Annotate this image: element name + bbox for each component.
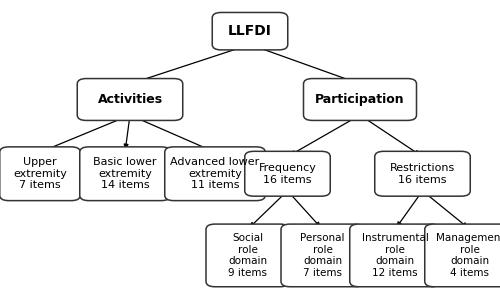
Text: Activities: Activities bbox=[98, 93, 162, 106]
FancyBboxPatch shape bbox=[0, 147, 80, 201]
Text: Advanced lower
extremity
11 items: Advanced lower extremity 11 items bbox=[170, 157, 260, 190]
FancyBboxPatch shape bbox=[281, 224, 364, 287]
FancyBboxPatch shape bbox=[164, 147, 265, 201]
FancyBboxPatch shape bbox=[78, 79, 183, 121]
FancyBboxPatch shape bbox=[350, 224, 440, 287]
Text: Instrumental
role
domain
12 items: Instrumental role domain 12 items bbox=[362, 233, 428, 278]
FancyBboxPatch shape bbox=[375, 151, 470, 196]
Text: Upper
extremity
7 items: Upper extremity 7 items bbox=[13, 157, 67, 190]
FancyBboxPatch shape bbox=[206, 224, 289, 287]
Text: Personal
role
domain
7 items: Personal role domain 7 items bbox=[300, 233, 345, 278]
FancyBboxPatch shape bbox=[80, 147, 170, 201]
FancyBboxPatch shape bbox=[304, 79, 416, 121]
Text: Social
role
domain
9 items: Social role domain 9 items bbox=[228, 233, 267, 278]
FancyBboxPatch shape bbox=[424, 224, 500, 287]
Text: Restrictions
16 items: Restrictions 16 items bbox=[390, 163, 455, 184]
FancyBboxPatch shape bbox=[244, 151, 330, 196]
FancyBboxPatch shape bbox=[212, 12, 288, 50]
Text: Participation: Participation bbox=[315, 93, 405, 106]
Text: Frequency
16 items: Frequency 16 items bbox=[258, 163, 316, 184]
Text: Management
role
domain
4 items: Management role domain 4 items bbox=[436, 233, 500, 278]
Text: LLFDI: LLFDI bbox=[228, 24, 272, 38]
Text: Basic lower
extremity
14 items: Basic lower extremity 14 items bbox=[93, 157, 157, 190]
